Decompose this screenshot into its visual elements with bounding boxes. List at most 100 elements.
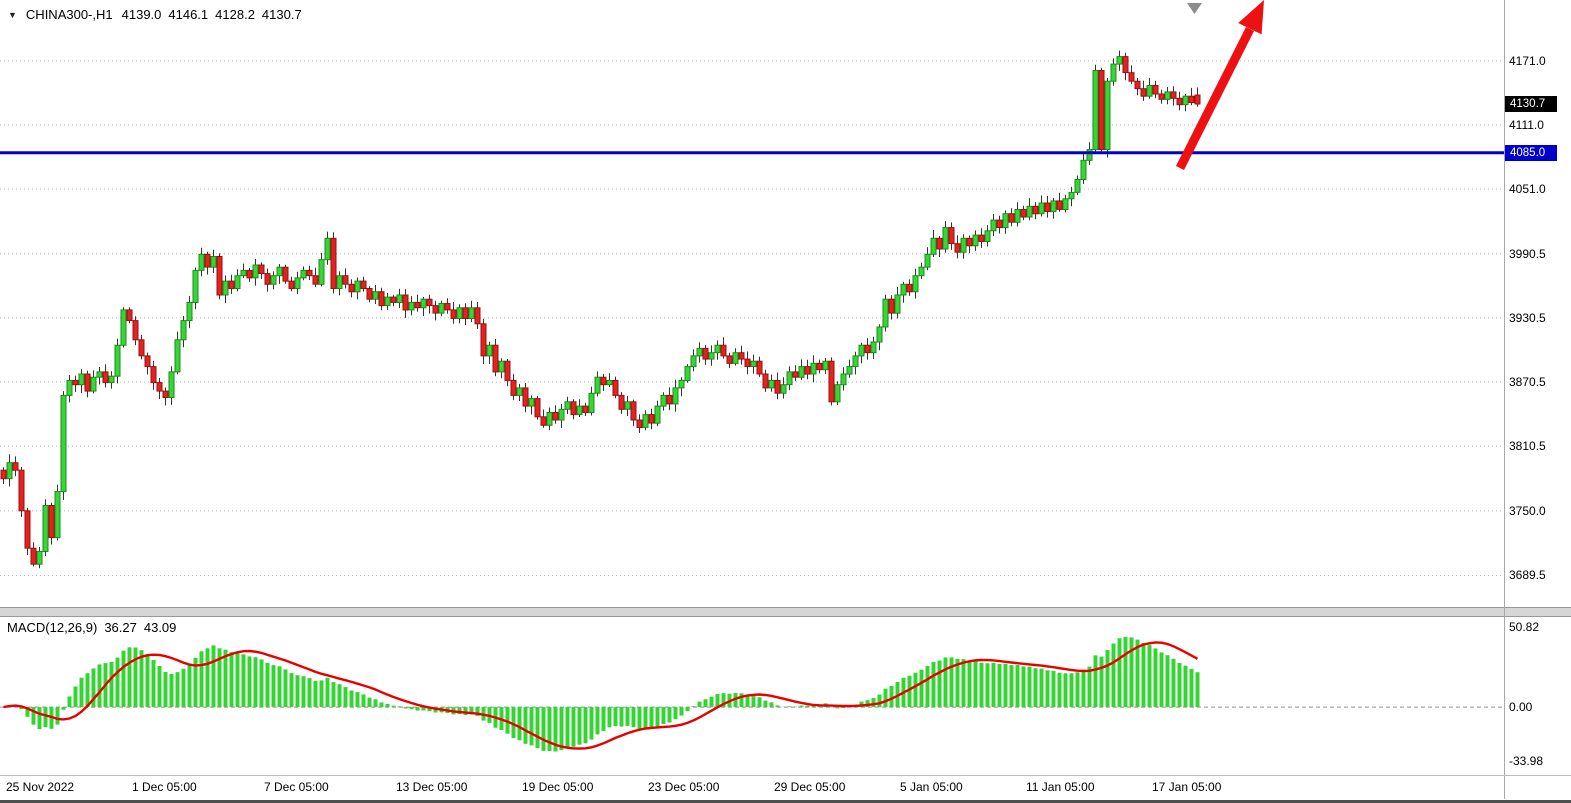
- candle-body: [342, 275, 349, 285]
- candle-body: [744, 358, 751, 368]
- candle-body: [168, 371, 175, 398]
- candle-body: [360, 280, 367, 290]
- candle-body: [36, 550, 43, 565]
- candle-body: [1062, 198, 1069, 211]
- candle-body: [936, 237, 943, 250]
- candle-body: [84, 373, 91, 392]
- candle-body: [312, 275, 319, 285]
- macd-axis-label[interactable]: -33.98: [1509, 753, 1544, 768]
- candle-body: [1056, 200, 1063, 210]
- candle-body: [978, 234, 985, 243]
- candle-body: [948, 227, 955, 245]
- candle-body: [942, 227, 949, 250]
- candle-body: [1092, 70, 1099, 151]
- candle-body: [1128, 72, 1135, 82]
- candle-body: [162, 390, 169, 399]
- price-axis-label[interactable]: 3990.5: [1509, 246, 1546, 261]
- candle-body: [366, 288, 373, 300]
- time-axis-label[interactable]: 23 Dec 05:00: [648, 780, 720, 794]
- candle-body: [120, 309, 127, 346]
- candle-body: [1002, 213, 1009, 229]
- candle-body: [516, 387, 523, 396]
- candle-body: [990, 219, 997, 232]
- candle-body: [894, 294, 901, 314]
- candle-body: [792, 371, 799, 378]
- candle-body: [1038, 202, 1045, 215]
- candle-body: [414, 301, 421, 309]
- macd-signal-line: [3, 641, 1199, 750]
- time-axis-label[interactable]: 25 Nov 2022: [6, 780, 75, 794]
- candle-body: [462, 307, 469, 319]
- time-axis-label[interactable]: 13 Dec 05:00: [396, 780, 468, 794]
- time-axis-label[interactable]: 7 Dec 05:00: [264, 780, 329, 794]
- candle-body: [474, 307, 481, 325]
- candle-body: [174, 339, 181, 373]
- candle-body: [720, 344, 727, 357]
- macd-axis-label[interactable]: 0.00: [1509, 700, 1533, 715]
- candle-body: [1116, 56, 1123, 65]
- candles-layer[interactable]: [0, 50, 1201, 569]
- candle-body: [384, 296, 391, 307]
- price-axis-label[interactable]: 3870.5: [1509, 375, 1546, 390]
- candle-body: [852, 355, 859, 368]
- candle-body: [582, 405, 589, 414]
- candle-body: [294, 277, 301, 290]
- price-axis-label[interactable]: 3930.5: [1509, 310, 1546, 325]
- time-axis-label[interactable]: 17 Jan 05:00: [1152, 780, 1222, 794]
- high-value: 4146.1: [168, 7, 209, 22]
- candle-body: [630, 401, 637, 421]
- candle-body: [264, 273, 271, 285]
- time-axis-label[interactable]: 11 Jan 05:00: [1026, 780, 1095, 794]
- candle-body: [1110, 63, 1117, 82]
- candle-body: [18, 469, 25, 512]
- price-axis-label[interactable]: 3689.5: [1509, 568, 1546, 583]
- candle-body: [1176, 97, 1183, 106]
- price-axis-label[interactable]: 3750.0: [1509, 503, 1546, 518]
- candle-body: [66, 379, 73, 396]
- candle-body: [954, 243, 961, 253]
- candle-body: [1170, 91, 1177, 99]
- price-axis-label[interactable]: 4111.0: [1509, 118, 1544, 133]
- candle-body: [504, 360, 511, 381]
- candle-body: [0, 469, 7, 480]
- candle-body: [594, 376, 601, 394]
- candle-body: [114, 344, 121, 377]
- ohlc-values: 4139.0 4146.1 4128.2 4130.7: [122, 7, 302, 22]
- macd-histogram-layer[interactable]: [4, 636, 1200, 752]
- time-axis-label[interactable]: 29 Dec 05:00: [774, 780, 846, 794]
- candle-body: [672, 387, 679, 405]
- candle-body: [252, 264, 259, 279]
- candle-body: [1050, 200, 1057, 213]
- chart-shift-marker[interactable]: [1186, 2, 1204, 15]
- candle-body: [1044, 202, 1051, 212]
- candle-body: [930, 237, 937, 255]
- candle-body: [834, 384, 841, 403]
- candle-body: [714, 344, 721, 354]
- candle-body: [576, 405, 583, 416]
- candle-body: [810, 362, 817, 375]
- candle-body: [558, 408, 565, 421]
- candle-body: [858, 344, 865, 357]
- price-axis-label[interactable]: 4171.0: [1509, 53, 1546, 68]
- trend-arrow-shaft: [1175, 26, 1255, 171]
- symbol-timeframe: CHINA300-,H1: [25, 7, 113, 22]
- candle-body: [684, 366, 691, 382]
- candle-body: [750, 360, 757, 368]
- candle-body: [54, 491, 61, 539]
- price-axis-label[interactable]: 4051.0: [1509, 182, 1546, 197]
- price-axis-label[interactable]: 3810.5: [1509, 439, 1546, 454]
- time-axis-label[interactable]: 5 Jan 05:00: [900, 780, 963, 794]
- trend-arrow-annotation[interactable]: [1152, 0, 1282, 175]
- panel-separator[interactable]: [0, 607, 1571, 617]
- candle-body: [42, 505, 49, 552]
- time-axis-label[interactable]: 19 Dec 05:00: [522, 780, 594, 794]
- candle-body: [228, 280, 235, 290]
- candle-body: [864, 344, 871, 354]
- macd-main-value: 36.27: [104, 620, 137, 635]
- symbol-marker-icon: ▼: [8, 10, 17, 20]
- candle-body: [690, 355, 697, 368]
- macd-axis-label[interactable]: 50.82: [1509, 619, 1540, 634]
- time-axis-label[interactable]: 1 Dec 05:00: [132, 780, 197, 794]
